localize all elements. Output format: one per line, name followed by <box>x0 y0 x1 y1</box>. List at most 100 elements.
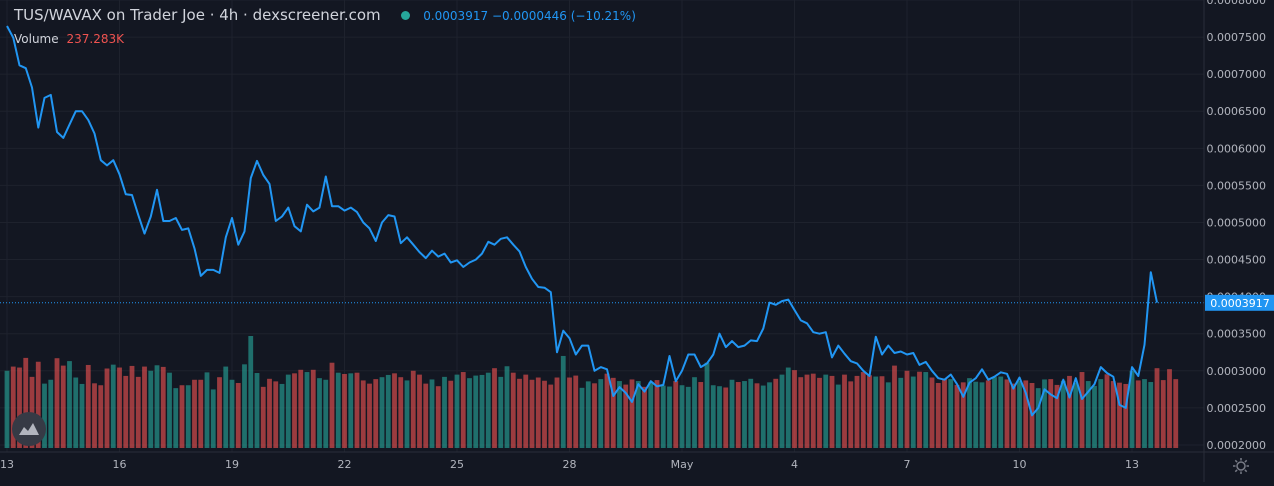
volume-bar <box>260 386 266 448</box>
volume-bar <box>404 380 410 448</box>
price-axis[interactable]: 0.0002000 0.0002500 0.0003000 0.0003500 0.00… <box>1207 0 1267 452</box>
volume-bar <box>492 368 497 448</box>
volume-bar <box>4 370 10 448</box>
volume-bar <box>442 376 447 448</box>
volume-bar <box>898 377 904 448</box>
status-dot-icon <box>401 10 411 20</box>
volume-bar <box>267 378 272 448</box>
volume-bar <box>954 384 960 448</box>
volume-bar <box>635 381 641 448</box>
volume-bar <box>1073 382 1079 448</box>
volume-bar <box>273 381 279 448</box>
volume-bar <box>948 379 954 448</box>
volume-bar <box>735 382 741 448</box>
volume-bar <box>592 383 597 448</box>
volume-bar <box>798 377 804 448</box>
volume-bar <box>129 365 135 448</box>
volume-bar <box>785 367 791 448</box>
volume-bar <box>517 378 522 448</box>
volume-label: Volume <box>14 32 59 46</box>
volume-bar <box>498 376 504 448</box>
volume-bar <box>1004 379 1010 448</box>
volume-bar <box>373 379 379 448</box>
volume-bar <box>229 379 235 448</box>
chart-header: TUS/WAVAX on Trader Joe · 4h · dexscreen… <box>14 6 636 24</box>
volume-bar <box>1104 374 1110 448</box>
volume-bar <box>1117 382 1122 448</box>
volume-bar <box>85 364 91 448</box>
dexscreener-logo-icon[interactable] <box>12 412 46 446</box>
volume-bar <box>304 372 310 448</box>
volume-bar <box>423 383 429 448</box>
volume-bar <box>60 365 66 448</box>
volume-bar <box>685 386 691 448</box>
volume-bar <box>679 385 685 448</box>
volume-bar <box>179 385 185 448</box>
time-axis[interactable]: 13 16 19 22 25 28 May 4 7 10 13 <box>0 458 1139 471</box>
volume-bar <box>792 370 797 448</box>
volume-bar <box>342 373 347 448</box>
volume-bar <box>767 382 772 448</box>
price-values: 0.0003917 −0.0000446 (−10.21%) <box>423 9 636 23</box>
volume-bar <box>754 383 760 448</box>
volume-bar <box>192 379 197 448</box>
volume-bar <box>1085 381 1091 448</box>
last-price-tag: 0.0003917 <box>1205 294 1274 311</box>
volume-bar <box>204 372 210 448</box>
volume-bar <box>104 368 110 448</box>
volume-bar <box>223 366 229 448</box>
y-tick-label: 0.0006500 <box>1207 105 1267 118</box>
y-tick-label: 0.0002000 <box>1207 439 1267 452</box>
volume-bar <box>723 387 729 448</box>
price-line <box>6 25 1158 417</box>
volume-bar <box>1110 381 1116 448</box>
volume-bar <box>960 382 966 448</box>
x-tick-label: 19 <box>225 458 239 471</box>
volume-bar <box>1167 369 1172 448</box>
volume-bar <box>235 382 241 448</box>
volume-bar <box>142 366 147 448</box>
x-tick-label: 22 <box>338 458 352 471</box>
volume-bar <box>504 366 510 448</box>
volume-bars <box>4 336 1179 448</box>
volume-bar <box>135 376 141 448</box>
volume-bar <box>1054 384 1060 448</box>
volume-bar <box>748 378 754 448</box>
volume-bar <box>529 379 535 448</box>
volume-bar <box>998 376 1004 448</box>
volume-bar <box>579 387 585 448</box>
volume-bar <box>98 385 104 448</box>
volume-bar <box>973 381 979 448</box>
volume-bar <box>917 371 922 448</box>
volume-value: 237.283K <box>66 32 124 46</box>
volume-bar <box>523 374 529 448</box>
volume-bar <box>335 372 341 448</box>
volume-bar <box>560 355 566 448</box>
volume-bar <box>892 365 897 448</box>
volume-bar <box>729 379 735 448</box>
volume-bar <box>242 364 247 448</box>
volume-bar <box>173 388 179 448</box>
volume-bar <box>454 374 460 448</box>
volume-bar <box>1098 379 1104 448</box>
volume-bar <box>398 377 404 448</box>
volume-bar <box>510 372 516 448</box>
x-tick-label: May <box>671 458 694 471</box>
y-tick-label: 0.0002500 <box>1207 402 1267 415</box>
volume-bar <box>79 383 85 448</box>
volume-bar <box>323 379 329 448</box>
volume-bar <box>217 377 222 448</box>
volume-bar <box>642 386 647 448</box>
volume-bar <box>310 369 316 448</box>
volume-bar <box>1135 380 1141 448</box>
volume-bar <box>410 370 416 448</box>
chart-title: TUS/WAVAX on Trader Joe · 4h · dexscreen… <box>14 6 381 24</box>
volume-bar <box>379 377 385 448</box>
gear-icon[interactable] <box>1231 456 1251 476</box>
volume-bar <box>23 357 29 448</box>
price-change: −0.0000446 <box>491 9 567 23</box>
volume-bar <box>804 374 810 448</box>
volume-legend: Volume 237.283K <box>14 32 124 46</box>
